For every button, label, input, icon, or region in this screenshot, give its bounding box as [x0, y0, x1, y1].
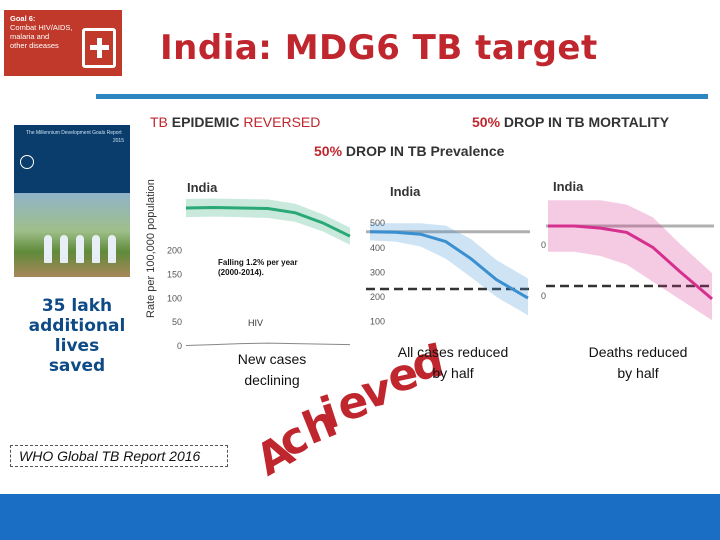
- y-tick-label: 300: [370, 267, 385, 277]
- chart-caption: by half: [432, 365, 473, 381]
- header-prevalence-bold: DROP IN TB Prevalence: [345, 143, 505, 159]
- header-epidemic-suffix: REVERSED: [243, 114, 321, 130]
- chart-caption: by half: [617, 365, 658, 381]
- y-tick-label: 100: [370, 316, 385, 326]
- chart-caption: New cases: [238, 351, 306, 367]
- y-tick-label: 200: [167, 246, 182, 256]
- lives-saved-text: 35 lakh additional lives saved: [28, 296, 126, 376]
- header-mortality-prefix: 50%: [472, 114, 501, 130]
- y-tick-label: 0: [541, 240, 546, 250]
- header-epidemic-reversed: TB EPIDEMIC REVERSED: [150, 114, 320, 130]
- chart-caption: Deaths reduced: [589, 344, 688, 360]
- child-figure: [92, 235, 100, 263]
- y-tick-label: 500: [370, 218, 385, 228]
- y-tick-label: 200: [370, 292, 385, 302]
- header-mortality-drop: 50% DROP IN TB MORTALITY: [472, 114, 669, 130]
- title-divider: [96, 94, 708, 99]
- y-tick-label: 0: [177, 341, 182, 351]
- report-cover-title: The Millennium Development Goals Report: [26, 130, 122, 136]
- child-figure: [108, 235, 116, 263]
- hiv-series-line: [185, 342, 351, 347]
- y-tick-label: 400: [370, 243, 385, 253]
- chart-panel-title: India: [553, 179, 584, 194]
- header-prevalence-drop: 50% DROP IN TB Prevalence: [314, 143, 504, 159]
- uncertainty-band: [370, 223, 528, 316]
- chart-caption: declining: [244, 372, 299, 388]
- header-mortality-bold: DROP IN TB MORTALITY: [503, 114, 670, 130]
- chart-caption: All cases reduced: [398, 344, 509, 360]
- chart-annotation: (2000-2014).: [218, 268, 264, 277]
- goal-badge: Goal 6: Combat HIV/AIDS, malaria and othe…: [4, 10, 122, 76]
- goal-badge-text: Goal 6: Combat HIV/AIDS, malaria and othe…: [10, 14, 74, 50]
- uncertainty-band: [548, 200, 712, 321]
- y-tick-label: 50: [172, 317, 182, 327]
- uncertainty-band: [186, 198, 350, 245]
- header-prevalence-prefix: 50%: [314, 143, 343, 159]
- y-tick-label: 150: [167, 269, 182, 279]
- children-photo: [14, 193, 130, 277]
- child-figure: [44, 235, 52, 263]
- goal-number: Goal 6:: [10, 14, 36, 23]
- slide-title: India: MDG6 TB target: [160, 28, 598, 68]
- chart-annotation: Falling 1.2% per year: [218, 258, 298, 267]
- header-epidemic-prefix: TB: [150, 114, 168, 130]
- child-figure: [60, 235, 68, 263]
- un-emblem-icon: [20, 155, 34, 169]
- mdg-report-cover-image: The Millennium Development Goals Report …: [14, 125, 130, 277]
- source-citation: WHO Global TB Report 2016: [10, 445, 228, 467]
- report-cover-year: 2015: [112, 138, 124, 144]
- chart-panel-title: India: [390, 184, 421, 199]
- y-axis-label: Rate per 100,000 population: [145, 179, 157, 318]
- footer-bar: [0, 494, 720, 540]
- y-tick-label: 100: [167, 293, 182, 303]
- header-epidemic-bold: EPIDEMIC: [171, 114, 240, 130]
- goal-description: Combat HIV/AIDS, malaria and other disea…: [10, 23, 73, 50]
- chart-panel-title: India: [187, 180, 218, 195]
- hiv-series-label: HIV: [248, 318, 263, 328]
- y-tick-label: 0: [541, 291, 546, 301]
- medical-kit-icon: [82, 28, 116, 68]
- child-figure: [76, 235, 84, 263]
